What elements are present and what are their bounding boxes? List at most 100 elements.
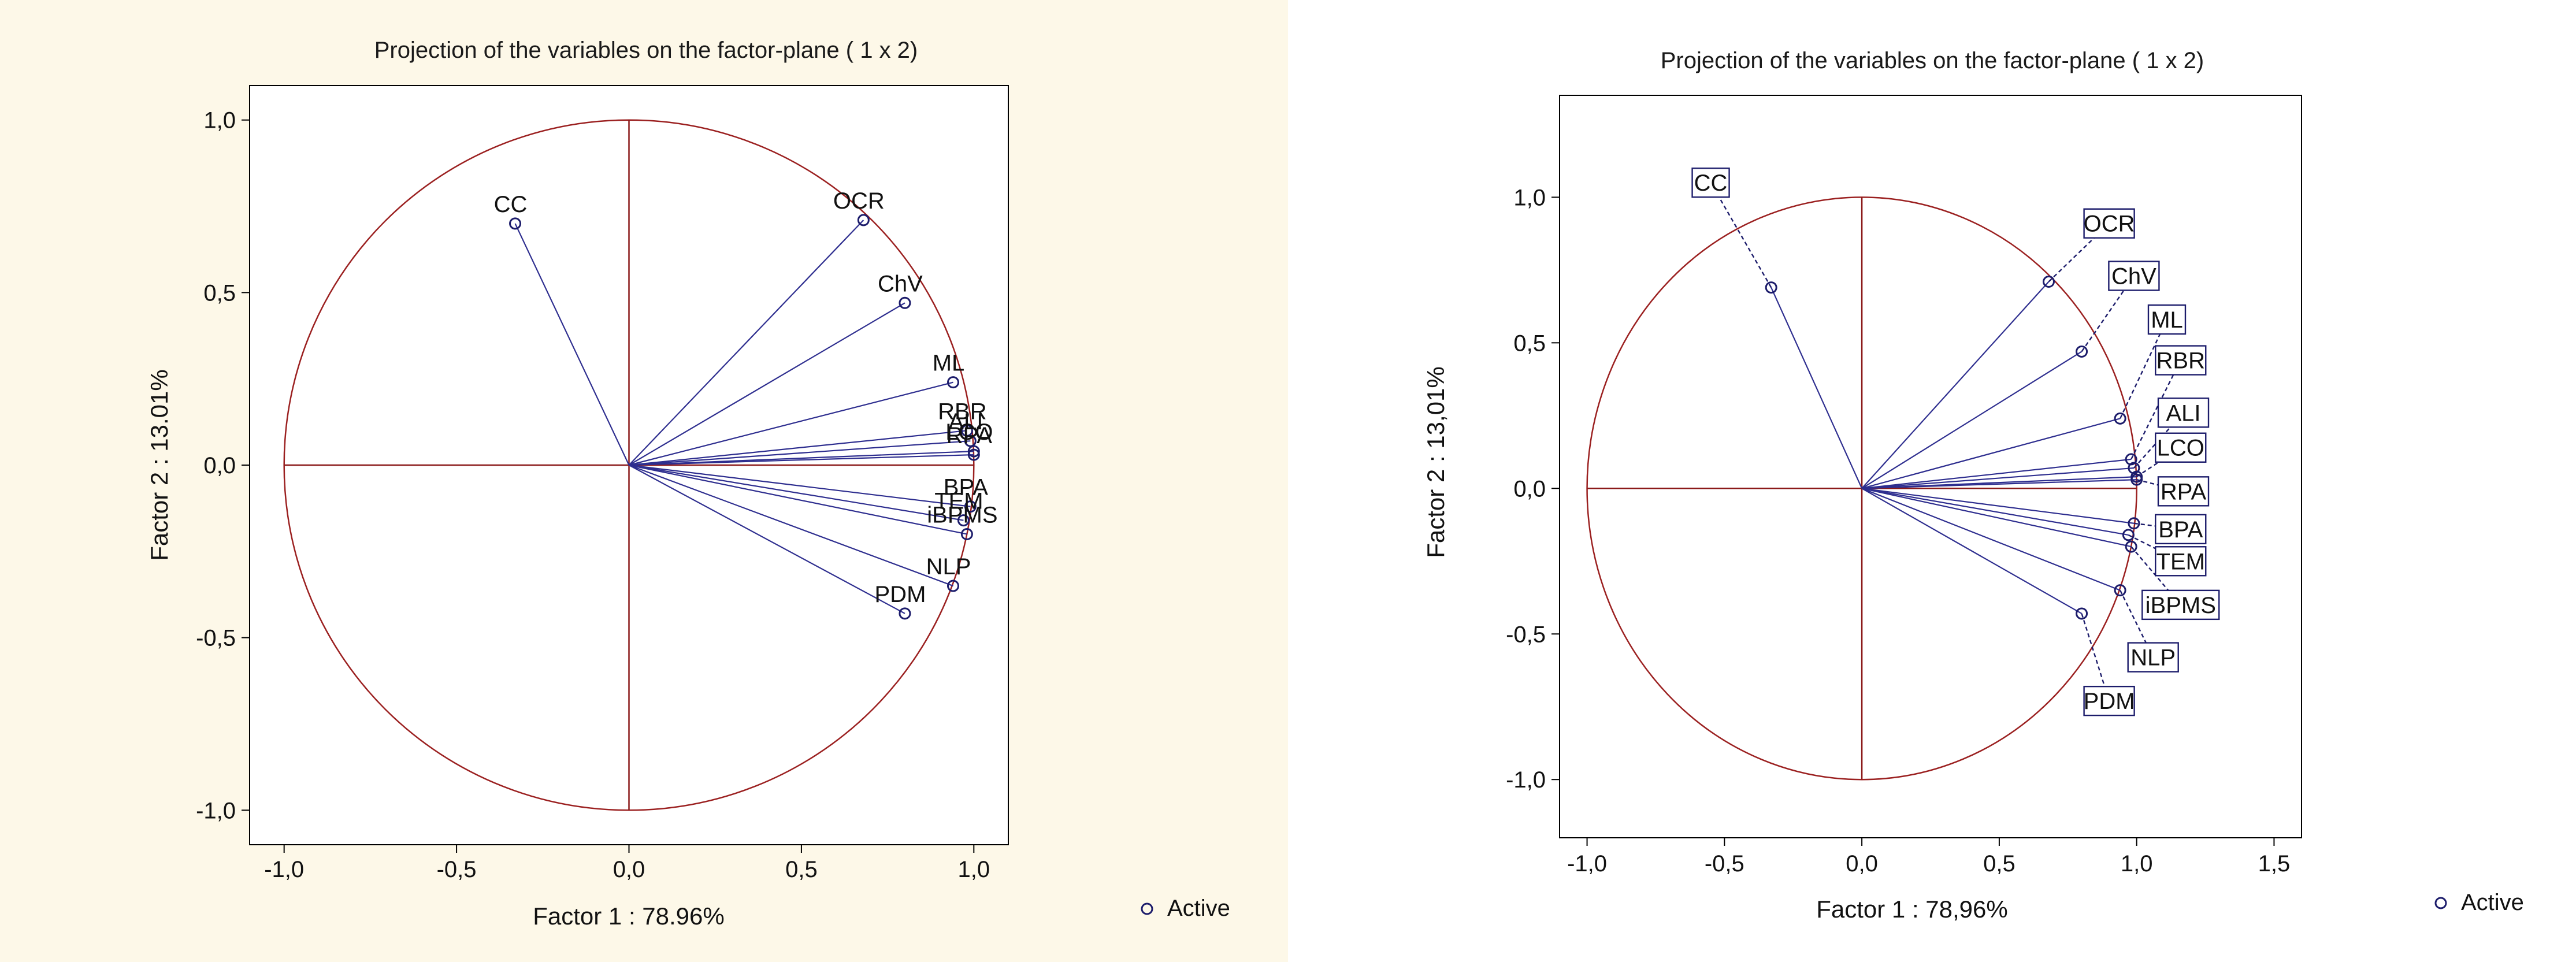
point-tem bbox=[957, 514, 970, 527]
x-tick-label: -1,0 bbox=[1567, 851, 1607, 876]
variable-label: ChV bbox=[2111, 263, 2156, 289]
point-rpa bbox=[2130, 473, 2143, 486]
vector-pdm bbox=[628, 465, 905, 614]
left-factor-plane-chart: Projection of the variables on the facto… bbox=[146, 38, 1230, 930]
x-tick-label: 1,5 bbox=[2258, 851, 2291, 876]
vector-pdm bbox=[1861, 488, 2083, 614]
variable-label: PDM bbox=[875, 582, 926, 607]
vector-ml bbox=[629, 381, 953, 466]
variable-label: PDM bbox=[2084, 689, 2135, 714]
label-box bbox=[2155, 546, 2207, 577]
variable-label: ChV bbox=[878, 271, 923, 296]
point-ibpms bbox=[2125, 540, 2137, 553]
y-axis-label: Factor 2 : 13,01% bbox=[1422, 366, 1449, 558]
variable-label: LCO bbox=[2157, 436, 2204, 461]
point-tem bbox=[2122, 529, 2135, 541]
y-tick-label: -1,0 bbox=[1506, 767, 1546, 793]
left-chart-panel: Projection of the variables on the facto… bbox=[0, 0, 1288, 962]
label-box bbox=[2155, 432, 2207, 463]
x-tick-label: 0,0 bbox=[1846, 851, 1878, 876]
legend-marker bbox=[1141, 902, 1153, 915]
vector-bpa bbox=[629, 464, 971, 507]
label-box bbox=[2155, 514, 2207, 545]
vector-cc bbox=[514, 223, 630, 466]
variable-label: NLP bbox=[926, 554, 971, 580]
point-pdm bbox=[899, 607, 911, 620]
vector-tem bbox=[629, 464, 964, 521]
label-box bbox=[2083, 685, 2135, 716]
label-box bbox=[1691, 167, 1730, 198]
vector-ibpms bbox=[1861, 488, 2132, 548]
vector-rbr bbox=[629, 430, 967, 466]
point-cc bbox=[509, 217, 522, 230]
variable-label: BPA bbox=[944, 475, 988, 500]
variable-label: RBR bbox=[938, 399, 986, 424]
label-box bbox=[2155, 345, 2207, 376]
vector-rpa bbox=[629, 454, 974, 466]
x-tick-label: -0,5 bbox=[437, 857, 477, 882]
vector-bpa bbox=[1861, 488, 2135, 524]
y-tick-label: 0,0 bbox=[203, 453, 236, 478]
x-tick-label: 0,0 bbox=[613, 857, 645, 882]
vector-chv bbox=[1861, 351, 2083, 489]
x-tick-label: 1,0 bbox=[958, 857, 990, 882]
vector-ocr bbox=[628, 220, 864, 466]
leader-line bbox=[2120, 319, 2168, 419]
variable-label: RPA bbox=[2161, 479, 2207, 504]
point-rbr bbox=[960, 424, 973, 437]
y-tick-label: 1,0 bbox=[1513, 185, 1546, 210]
variable-label: TEM bbox=[934, 489, 983, 514]
y-tick-label: -1,0 bbox=[196, 798, 236, 823]
x-axis-label: Factor 1 : 78.96% bbox=[533, 902, 725, 930]
plot-frame bbox=[1559, 95, 2302, 838]
x-tick-label: 0,5 bbox=[785, 857, 818, 882]
point-ml bbox=[947, 376, 960, 389]
variable-label: RBR bbox=[2156, 348, 2205, 374]
y-tick-label: -0,5 bbox=[1506, 622, 1546, 647]
vector-ibpms bbox=[629, 464, 967, 535]
y-tick-label: -0,5 bbox=[196, 626, 236, 651]
point-ocr bbox=[857, 214, 870, 226]
vector-ali bbox=[1862, 467, 2134, 489]
variable-label: RPA bbox=[946, 423, 993, 448]
x-tick-label: -1,0 bbox=[264, 857, 304, 882]
point-rpa bbox=[967, 448, 980, 461]
vector-ocr bbox=[1861, 281, 2050, 489]
right-factor-plane-chart: Projection of the variables on the facto… bbox=[1422, 48, 2524, 923]
label-box bbox=[2157, 476, 2210, 507]
y-tick-label: 0,0 bbox=[1513, 476, 1546, 502]
x-axis-label: Factor 1 : 78,96% bbox=[1816, 896, 2008, 923]
point-pdm bbox=[2076, 607, 2088, 620]
point-ibpms bbox=[960, 528, 973, 540]
label-box bbox=[2147, 304, 2187, 335]
point-nlp bbox=[947, 580, 960, 592]
label-box bbox=[2127, 642, 2179, 673]
point-ocr bbox=[2042, 276, 2055, 288]
point-lco bbox=[967, 445, 980, 458]
leader-line bbox=[2120, 590, 2154, 658]
label-box bbox=[2083, 208, 2135, 239]
vector-ali bbox=[629, 440, 971, 466]
label-box bbox=[2108, 261, 2160, 291]
vector-cc bbox=[1770, 287, 1863, 489]
variable-label: ML bbox=[933, 351, 965, 376]
point-cc bbox=[1765, 281, 1777, 294]
variable-label: NLP bbox=[2130, 645, 2176, 671]
vector-rpa bbox=[1862, 479, 2137, 489]
vector-rbr bbox=[1861, 458, 2132, 489]
point-bpa bbox=[2128, 517, 2140, 530]
variable-label: TEM bbox=[2156, 549, 2205, 574]
leader-line bbox=[1710, 182, 1772, 288]
vector-tem bbox=[1861, 488, 2129, 536]
vector-chv bbox=[628, 302, 905, 466]
x-tick-label: 1,0 bbox=[2121, 851, 2153, 876]
point-chv bbox=[899, 296, 911, 309]
vector-nlp bbox=[629, 464, 953, 587]
vector-ml bbox=[1861, 418, 2121, 489]
variable-label: CC bbox=[1694, 170, 1728, 196]
variable-label: OCR bbox=[2084, 211, 2135, 237]
variable-label: ALI bbox=[2166, 400, 2200, 426]
leader-line bbox=[2130, 360, 2181, 460]
vector-nlp bbox=[1861, 488, 2121, 591]
x-tick-label: 0,5 bbox=[1983, 851, 2015, 876]
